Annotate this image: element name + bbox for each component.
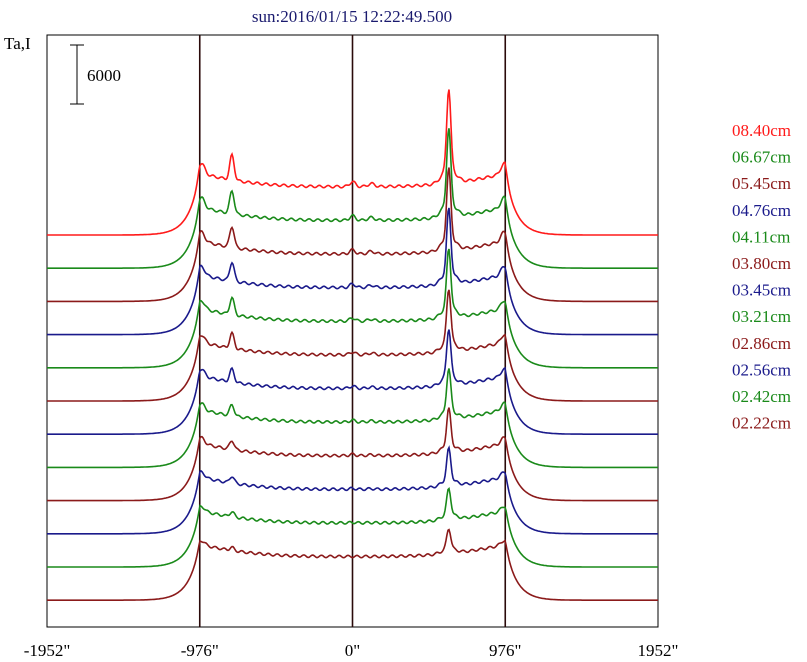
legend-item: 02.56cm (732, 360, 791, 379)
x-tick-label: -1952" (24, 641, 71, 660)
series-line-03.80cm (47, 289, 658, 402)
series-line-02.42cm (47, 487, 658, 568)
legend-item: 03.45cm (732, 281, 791, 300)
series-line-05.45cm (47, 167, 658, 303)
series-line-06.67cm (47, 128, 658, 269)
y-axis-label: Ta,I (4, 34, 31, 53)
legend-item: 06.67cm (732, 148, 791, 167)
series-line-03.21cm (47, 368, 658, 469)
legend-item: 02.42cm (732, 387, 791, 406)
series-traces (47, 89, 658, 601)
series-line-08.40cm (47, 89, 658, 236)
legend-item: 02.22cm (732, 414, 791, 433)
x-tick-label: -976" (181, 641, 219, 660)
legend: 08.40cm 06.67cm 05.45cm 04.76cm 04.11cm 03.80… (732, 121, 791, 433)
chart-title: sun:2016/01/15 12:22:49.500 (252, 7, 452, 26)
series-line-03.45cm (47, 329, 658, 435)
x-axis-ticks: -1952" -976" 0" 976" 1952" (24, 641, 679, 660)
legend-item: 03.21cm (732, 307, 791, 326)
series-line-04.76cm (47, 207, 658, 336)
series-line-02.56cm (47, 445, 658, 535)
legend-item: 04.11cm (732, 227, 790, 246)
x-tick-label: 1952" (638, 641, 679, 660)
x-tick-label: 0" (345, 641, 360, 660)
legend-item: 04.76cm (732, 201, 791, 220)
legend-item: 08.40cm (732, 121, 791, 140)
x-tick-label: 976" (489, 641, 521, 660)
legend-item: 05.45cm (732, 174, 791, 193)
series-line-04.11cm (47, 248, 658, 369)
legend-item: 03.80cm (732, 254, 791, 273)
legend-item: 02.86cm (732, 334, 791, 353)
series-line-02.22cm (47, 528, 658, 601)
scale-bar: 6000 (70, 44, 121, 105)
series-line-02.86cm (47, 407, 658, 502)
scale-bar-label: 6000 (87, 66, 121, 85)
reference-lines (198, 35, 507, 627)
